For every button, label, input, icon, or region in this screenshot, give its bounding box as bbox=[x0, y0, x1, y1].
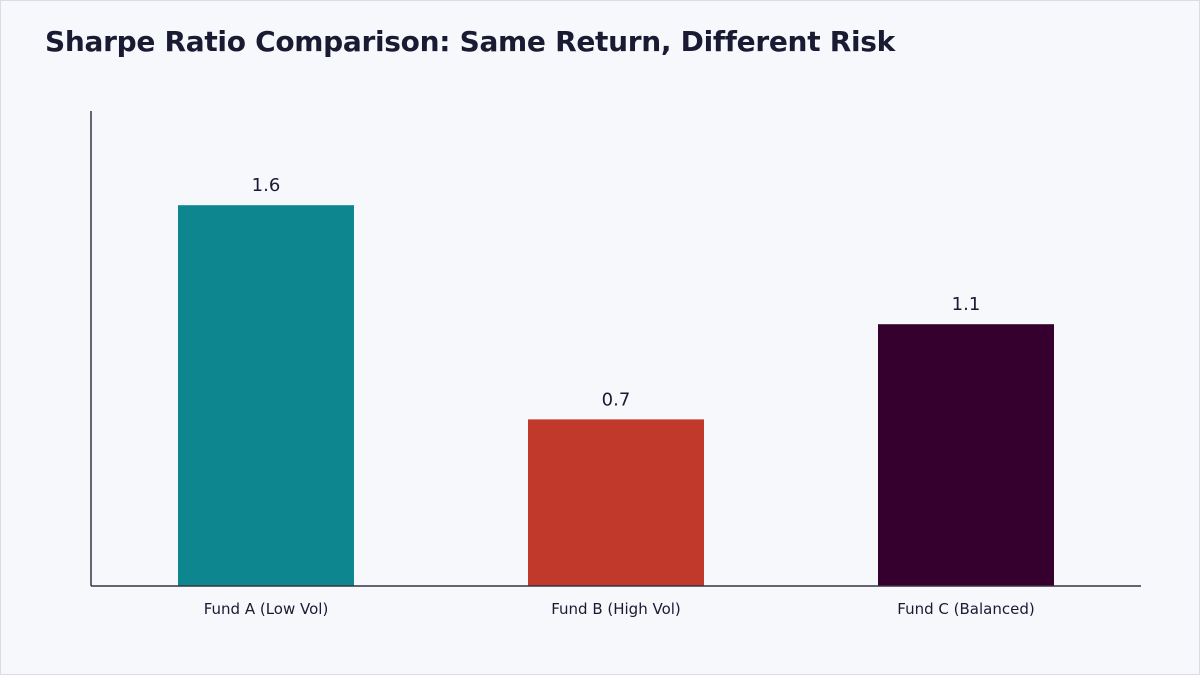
bar-3 bbox=[878, 324, 1054, 586]
bar-value-label: 1.6 bbox=[252, 175, 281, 196]
chart-title: Sharpe Ratio Comparison: Same Return, Di… bbox=[45, 25, 895, 58]
category-label: Fund C (Balanced) bbox=[897, 600, 1034, 618]
bar-2 bbox=[528, 419, 704, 586]
bar-1 bbox=[178, 205, 354, 586]
bar-value-label: 0.7 bbox=[602, 389, 631, 410]
bar-value-label: 1.1 bbox=[952, 294, 981, 315]
plot-area: 1.6 Fund A (Low Vol) 0.7 Fund B (High Vol) 1… bbox=[178, 175, 1054, 618]
category-label: Fund A (Low Vol) bbox=[204, 600, 329, 618]
category-label: Fund B (High Vol) bbox=[551, 600, 681, 618]
